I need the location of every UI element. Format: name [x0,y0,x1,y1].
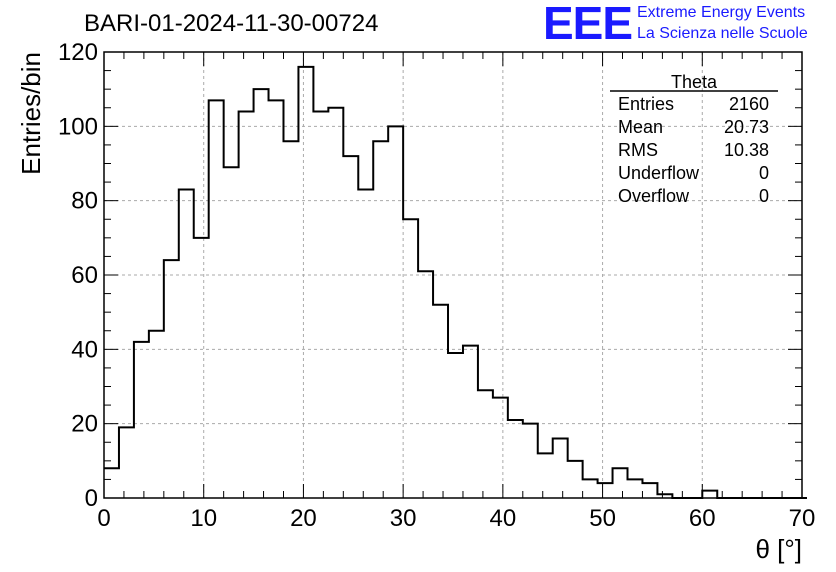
histogram-bin [254,89,269,498]
histogram-bin [642,483,657,498]
histogram-bin [493,398,508,498]
x-tick-label: 50 [589,505,616,532]
histogram-bin [224,167,239,498]
stats-value-rms: 10.38 [724,140,769,160]
histogram-bin [104,468,119,498]
y-tick-label: 20 [71,411,98,438]
histogram-bins [104,65,807,499]
histogram-bin [119,427,134,498]
histogram-bin [433,305,448,498]
stats-value-underflow: 0 [759,163,769,183]
histogram-bin [613,468,628,498]
logo-line-2: La Scienza nelle Scuole [637,25,808,42]
stats-value-mean: 20.73 [724,117,769,137]
histogram-bin [418,271,433,498]
y-tick-label: 100 [58,113,98,140]
histogram-bin [328,108,343,498]
histogram-bin [179,190,194,498]
histogram-bin [149,331,164,498]
axis-ticks [103,51,803,499]
stats-value-entries: 2160 [729,94,769,114]
x-tick-label: 20 [290,505,317,532]
histogram-bin [388,126,403,498]
histogram-bin [269,100,284,498]
y-tick-label: 120 [58,39,98,66]
histogram-bin [478,390,493,498]
stats-label-rms: RMS [618,140,658,160]
histogram-bin [313,111,328,498]
stats-value-overflow: 0 [759,186,769,206]
histogram-bin [194,238,209,498]
histogram-bin [568,461,583,498]
y-tick-label: 60 [71,262,98,289]
stats-label-mean: Mean [618,117,663,137]
y-axis-label: Entries/bin [16,52,46,175]
x-tick-label: 60 [689,505,716,532]
x-tick-label: 10 [190,505,217,532]
histogram-bin [164,260,179,498]
histogram-bin [343,156,358,498]
eee-logo: EEE [543,0,633,49]
stats-label-overflow: Overflow [618,186,690,206]
histogram-bin [508,420,523,498]
histogram-bin [553,439,568,498]
histogram-bin [523,424,538,498]
histogram-bin [358,190,373,498]
stats-title: Theta [671,72,718,92]
histogram-bin [209,100,224,498]
run-title: BARI-01-2024-11-30-00724 [84,10,379,37]
y-tick-label: 0 [85,485,98,512]
histogram-bin [403,219,418,498]
histogram-outline [104,65,807,499]
x-tick-label: 40 [490,505,517,532]
histogram-bin [702,491,717,498]
x-tick-label: 70 [789,505,816,532]
stats-label-underflow: Underflow [618,163,700,183]
histogram-bin [298,67,313,498]
histogram-bin [598,483,613,498]
histogram-bin [239,111,254,498]
histogram-bin [463,346,478,498]
stats-label-entries: Entries [618,94,674,114]
histogram-bin [448,353,463,498]
histogram-bin [628,479,643,498]
histogram-bin [134,342,149,498]
x-tick-label: 30 [390,505,417,532]
grid-lines [104,52,802,498]
y-tick-label: 40 [71,336,98,363]
y-tick-label: 80 [71,188,98,215]
histogram-bin [373,141,388,498]
histogram-bin [583,479,598,498]
axis-labels: 0 10 20 30 40 50 60 70 0 20 40 60 80 100 120 θ [°] Entri… [16,39,815,564]
x-tick-label: 0 [97,505,110,532]
logo-line-1: Extreme Energy Events [637,4,806,21]
histogram-bin [283,141,298,498]
histogram-bin [538,453,553,498]
x-axis-label: θ [°] [755,534,802,564]
